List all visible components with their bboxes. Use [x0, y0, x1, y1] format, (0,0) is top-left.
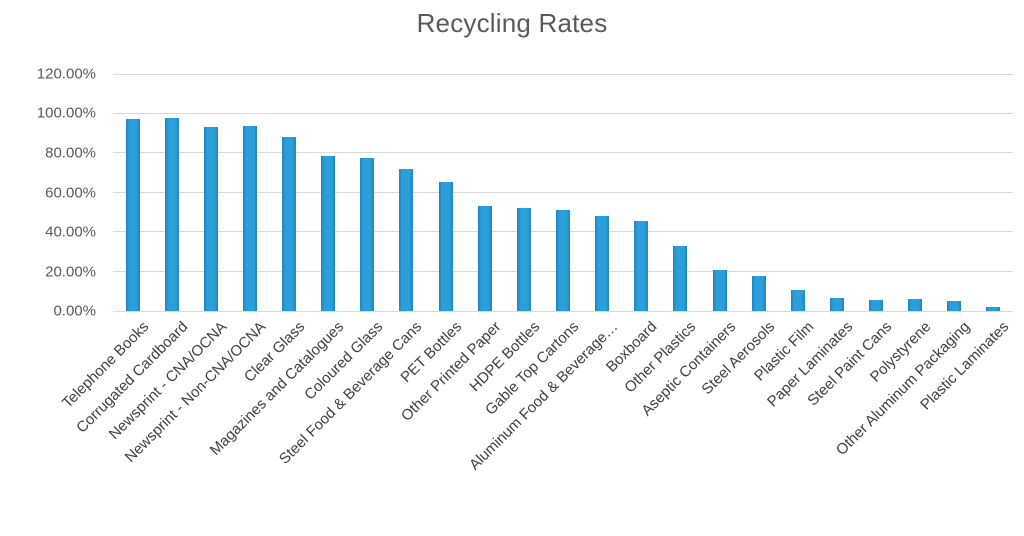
bar [790, 290, 805, 311]
bar [829, 298, 844, 311]
gridline [113, 310, 1013, 312]
gridline [113, 152, 1013, 154]
bar [477, 206, 492, 311]
y-tick-label: 120.00% [36, 65, 96, 83]
bar [986, 307, 1001, 311]
bar [399, 168, 414, 311]
bar [673, 245, 688, 311]
y-tick-label: 0.00% [53, 302, 96, 320]
bar [869, 300, 884, 311]
bar [556, 210, 570, 311]
chart-title: Recycling Rates [416, 8, 608, 38]
y-tick-label: 100.00% [36, 104, 96, 122]
bar [595, 216, 610, 311]
bar [125, 119, 140, 311]
y-tick-label: 80.00% [45, 144, 96, 162]
gridline [113, 73, 1013, 75]
y-tick-label: 40.00% [45, 223, 96, 241]
bar [908, 299, 923, 311]
bar [634, 221, 649, 311]
y-tick-label: 20.00% [45, 263, 96, 280]
gridline [113, 192, 1013, 193]
bar [282, 137, 297, 311]
bar [947, 301, 962, 311]
bar [360, 157, 375, 311]
y-tick-label: 60.00% [45, 184, 96, 201]
bar [751, 276, 766, 311]
bar [438, 181, 453, 311]
bar [242, 126, 257, 311]
bar [712, 269, 727, 311]
gridline [113, 112, 1013, 114]
plot-area [113, 73, 1013, 312]
bar [203, 127, 218, 311]
bar [164, 118, 179, 311]
bar [516, 208, 531, 311]
y-axis: 120.00% 100.00% 80.00% 60.00% 40.00% 20.00% 0.… [0, 66, 96, 320]
bar [321, 155, 336, 311]
